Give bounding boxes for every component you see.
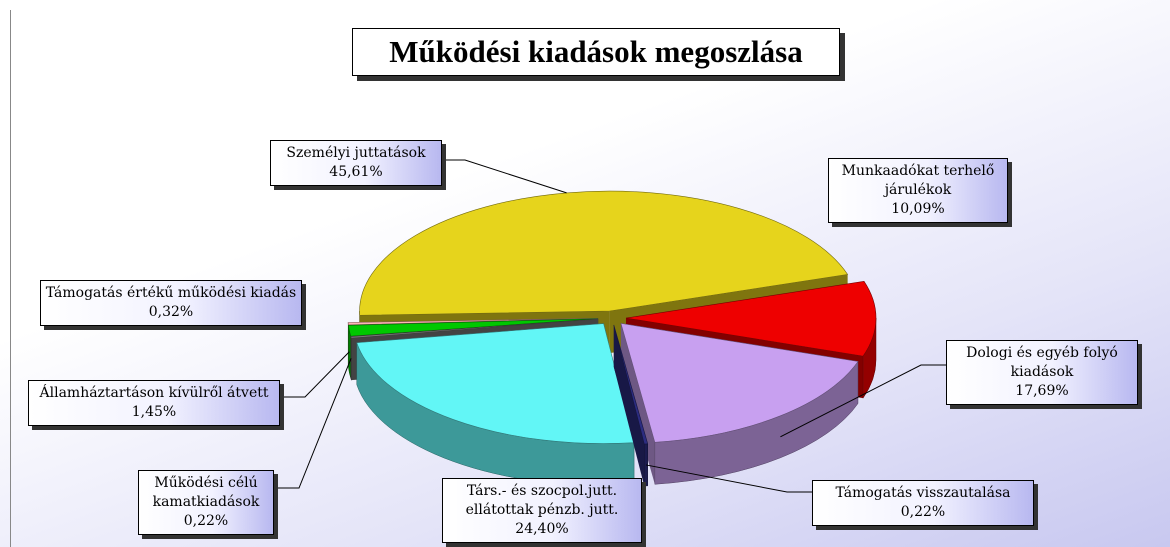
slice-label: Működési célú kamatkiadások 0,22% <box>138 470 274 535</box>
slice-label: Társ.- és szocpol.jutt. ellátottak pénzb… <box>442 478 642 543</box>
slice-name: Működési célú kamatkiadások <box>152 475 260 510</box>
chart-title: Működési kiadások megoszlása <box>352 28 840 76</box>
slice-label: Államháztartáson kívülről átvett 1,45% <box>28 380 280 426</box>
slice-label: Munkaadókat terhelő járulékok 10,09% <box>828 158 1008 223</box>
slice-name: Személyi juttatások <box>286 145 426 161</box>
slice-label: Dologi és egyéb folyó kiadások 17,69% <box>946 340 1138 405</box>
slice-value: 45,61% <box>329 164 383 180</box>
slice-value: 0,22% <box>900 504 946 520</box>
pie-slice <box>613 324 649 487</box>
leader-line <box>274 358 352 489</box>
leader-line <box>280 351 350 398</box>
slice-top <box>359 190 849 316</box>
slice-top <box>350 318 599 339</box>
slice-top <box>356 323 635 444</box>
slice-value: 0,22% <box>183 513 229 529</box>
leader-line <box>645 464 812 493</box>
slice-label: Támogatás visszautalása 0,22% <box>812 480 1034 526</box>
slice-name: Társ.- és szocpol.jutt. ellátottak pénzb… <box>465 483 619 518</box>
slice-name: Támogatás értékű működési kiadás <box>45 285 297 301</box>
slice-top <box>347 318 599 326</box>
slice-name: Támogatás visszautalása <box>835 485 1011 501</box>
slice-top <box>348 318 599 337</box>
slice-value: 1,45% <box>131 404 177 420</box>
pie-slice <box>356 323 635 486</box>
slice-label: Támogatás értékű működési kiadás 0,32% <box>40 280 302 326</box>
slice-value: 24,40% <box>515 521 569 537</box>
slice-value: 10,09% <box>891 201 945 217</box>
slice-label: Személyi juttatások 45,61% <box>270 140 442 186</box>
slice-name: Dologi és egyéb folyó kiadások <box>966 345 1118 380</box>
slice-top <box>613 324 649 445</box>
slice-value: 17,69% <box>1015 383 1069 399</box>
slice-name: Munkaadókat terhelő járulékok <box>841 163 995 198</box>
slice-name: Államháztartáson kívülről átvett <box>39 385 269 401</box>
slice-value: 0,32% <box>148 304 194 320</box>
pie-slice <box>620 323 859 485</box>
leader-line <box>780 364 946 438</box>
leader-line <box>440 159 567 194</box>
frame-edge <box>10 10 11 547</box>
slice-wall <box>613 324 645 487</box>
slice-top <box>625 281 877 357</box>
slice-top <box>620 323 859 443</box>
